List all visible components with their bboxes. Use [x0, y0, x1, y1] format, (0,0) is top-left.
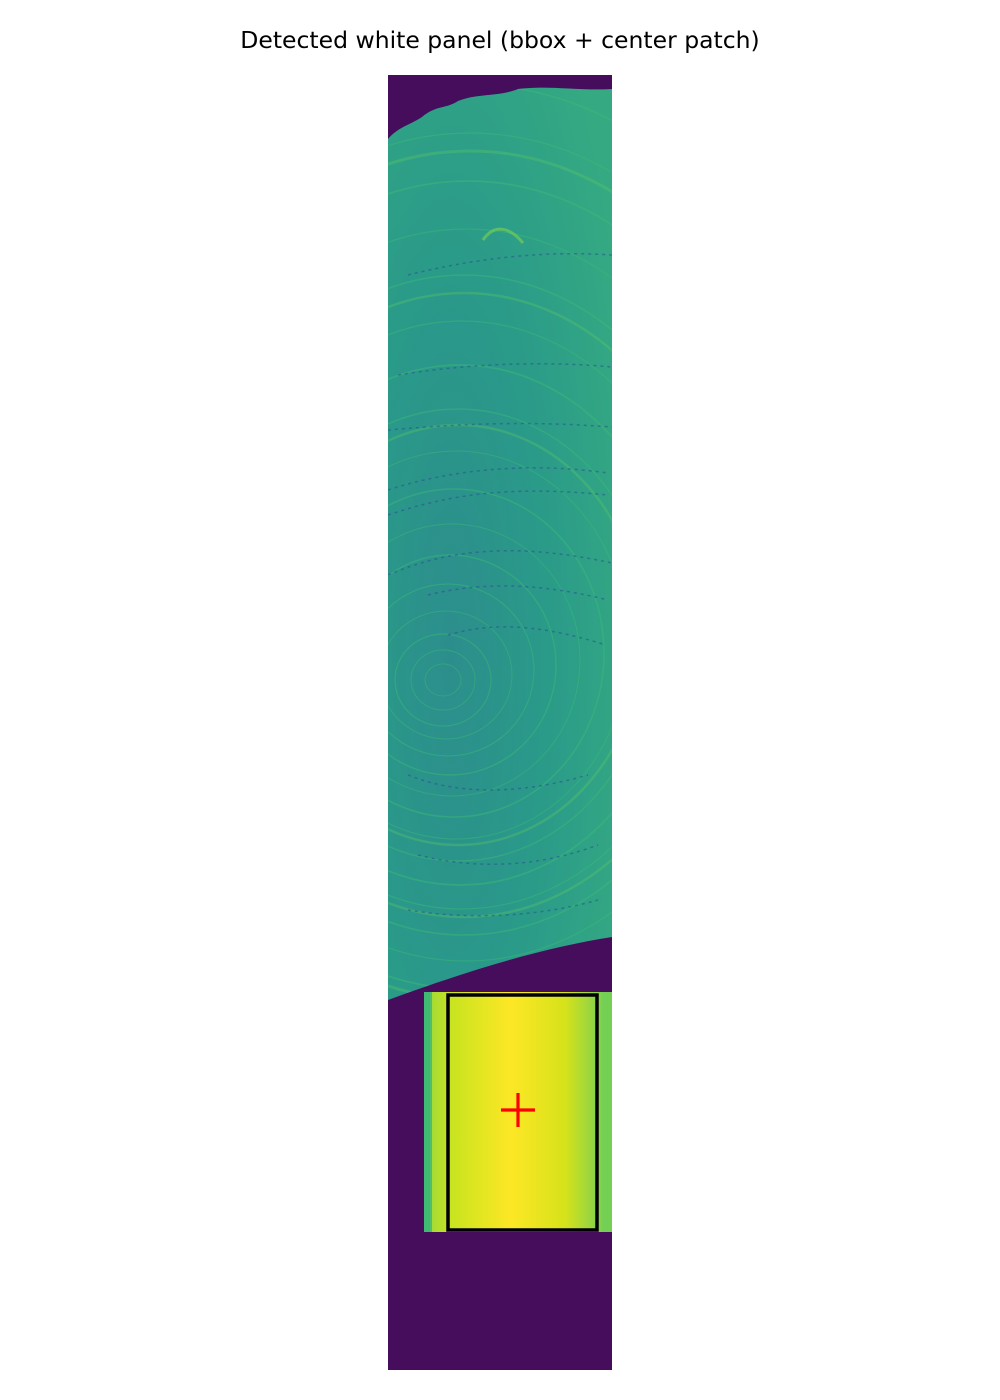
detected-bbox: [446, 993, 599, 1232]
image-frame: [388, 75, 612, 1370]
wood-cross-section: [388, 87, 612, 1000]
center-patch-marker: [501, 1093, 535, 1127]
wood-sample-image: [388, 75, 612, 1370]
crack-lines: [388, 252, 612, 917]
bright-knot: [481, 227, 525, 244]
figure-title: Detected white panel (bbox + center patc…: [240, 26, 760, 54]
